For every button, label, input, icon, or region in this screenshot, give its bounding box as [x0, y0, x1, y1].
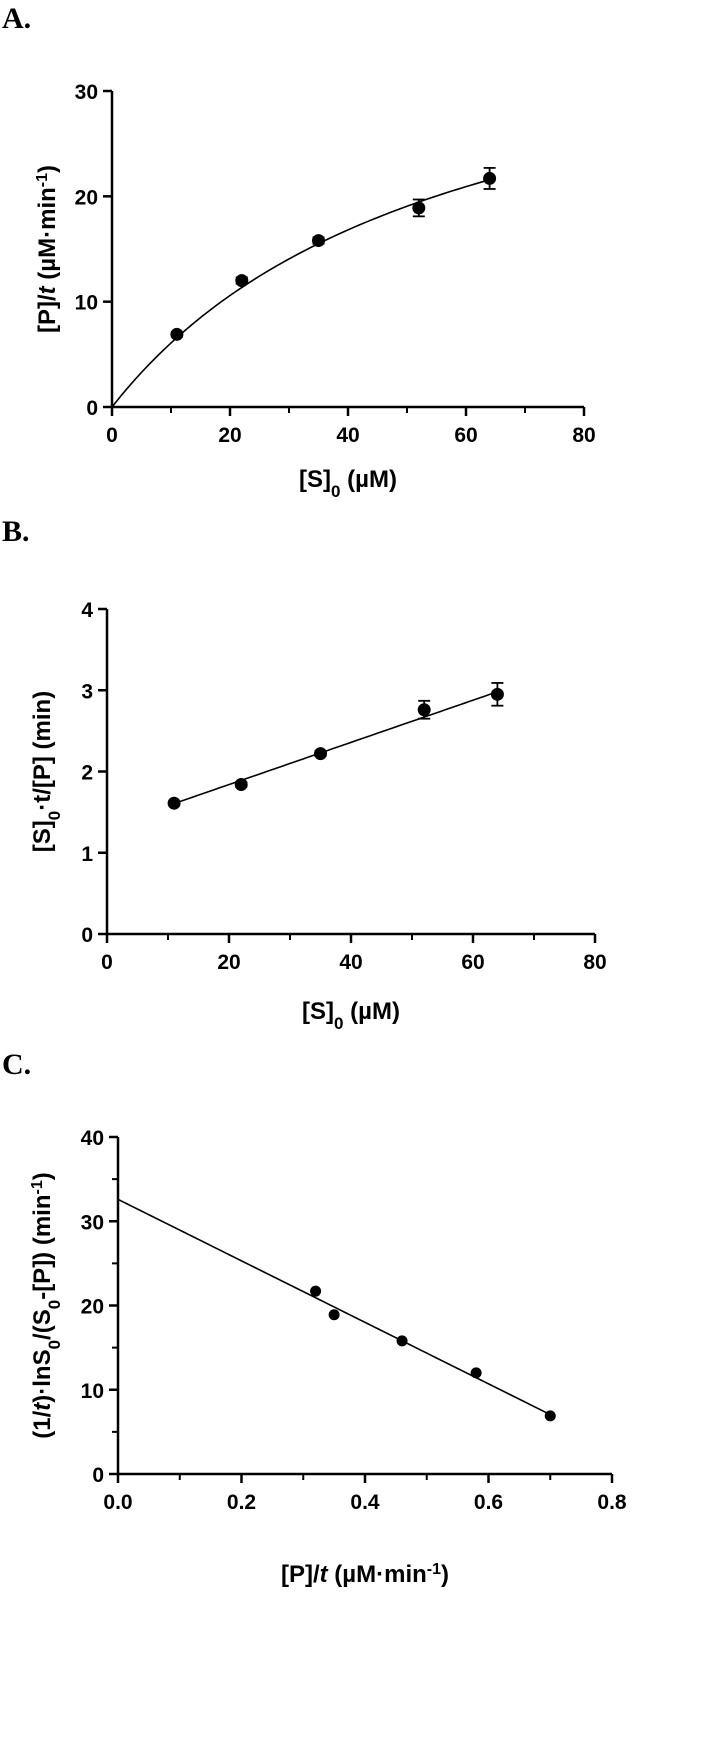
y-tick-label: 30 [81, 1211, 104, 1234]
x-axis-title: [S]0 (µM) [302, 998, 400, 1033]
y-tick-label: 10 [75, 292, 98, 315]
data-point [310, 1285, 322, 1297]
data-point [483, 171, 497, 185]
x-tick-label: 0.0 [103, 1491, 132, 1514]
data-point [167, 796, 181, 810]
data-point [396, 1335, 408, 1347]
y-tick-label: 0 [86, 397, 98, 420]
y-tick-label: 0 [92, 1464, 104, 1487]
panel-b-letter: B. [2, 515, 30, 548]
y-tick-label: 3 [81, 680, 93, 703]
x-tick-label: 0.2 [227, 1491, 256, 1514]
x-tick-label: 0.8 [597, 1491, 627, 1514]
data-point [314, 747, 327, 761]
y-tick-label: 4 [81, 599, 93, 622]
x-tick-label: 0 [101, 951, 113, 974]
chart-b: 0 20 40 60 80 0 1 2 3 4 [S]0 (µM) [S]0·t/[P] (min) [29, 599, 607, 1033]
x-tick-label: 80 [583, 951, 606, 974]
x-tick-label: 80 [572, 424, 595, 447]
panel-a-letter: A. [2, 2, 32, 35]
data-point [312, 234, 325, 248]
data-point [235, 274, 249, 288]
chart-a: 0 20 40 60 80 0 10 20 30 [S]0 (µM) [P]/t (µM·min-1… [34, 81, 596, 501]
x-tick-label: 0.6 [474, 1491, 503, 1514]
panel-c-letter: C. [2, 1048, 32, 1081]
fit-curve [173, 691, 498, 805]
x-tick-label: 40 [336, 424, 359, 447]
x-tick-label: 20 [218, 424, 241, 447]
data-point [470, 1367, 482, 1379]
x-tick-label: 40 [339, 951, 362, 974]
y-tick-label: 20 [81, 1296, 104, 1319]
x-tick-label: 60 [461, 951, 484, 974]
x-tick-label: 0 [106, 424, 118, 447]
x-tick-label: 20 [217, 951, 240, 974]
fit-curve [117, 1198, 551, 1416]
y-tick-label: 0 [81, 924, 93, 947]
data-point [417, 703, 431, 717]
chart-c: 0.0 0.2 0.4 0.6 0.8 0 10 20 30 40 [P]/t (µM·min-1)… [29, 1130, 627, 1589]
data-point [328, 1309, 340, 1321]
fit-curve [111, 178, 490, 408]
data-point [412, 201, 426, 215]
y-tick-label: 20 [75, 186, 98, 209]
y-tick-label: 1 [81, 843, 93, 866]
y-tick-label: 2 [81, 762, 93, 785]
x-tick-label: 0.4 [350, 1491, 380, 1514]
x-axis-title: [S]0 (µM) [299, 466, 397, 501]
data-point [234, 778, 248, 791]
y-tick-label: 10 [81, 1380, 104, 1403]
y-tick-label: 30 [75, 81, 98, 104]
data-point [544, 1410, 556, 1422]
y-axis-title: (1/t)·lnS0/(S0-[P]) (min-1) [29, 1172, 64, 1439]
y-axis-title: [P]/t (µM·min-1) [34, 165, 62, 333]
x-tick-label: 60 [454, 424, 477, 447]
y-axis-title: [S]0·t/[P] (min) [29, 691, 64, 852]
x-axis-title: [P]/t (µM·min-1) [281, 1561, 449, 1589]
y-tick-label: 40 [81, 1130, 104, 1150]
data-point [170, 327, 184, 341]
data-point [490, 687, 504, 701]
